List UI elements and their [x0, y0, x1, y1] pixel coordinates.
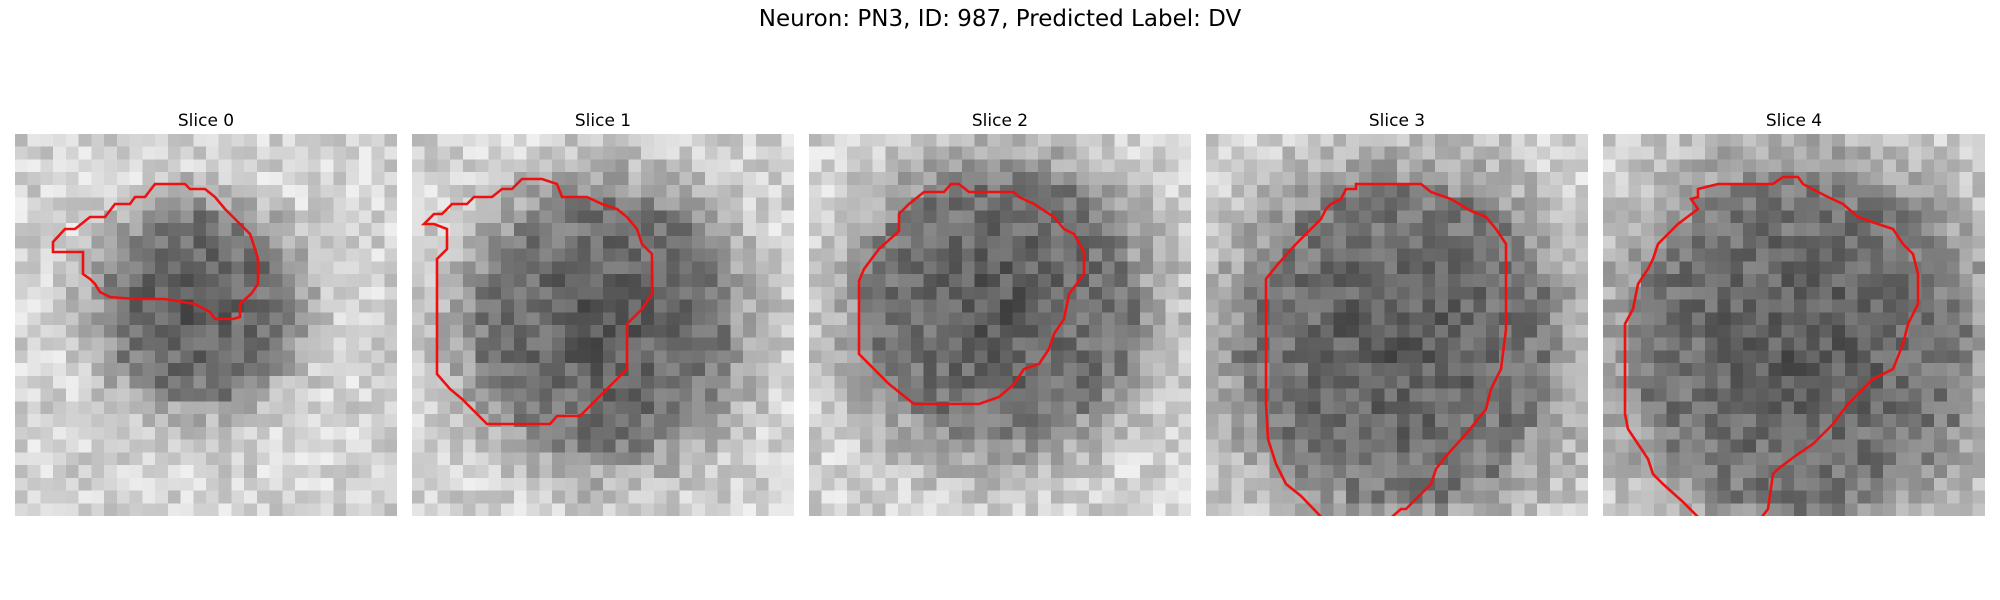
- slice-3-contour-layer: [1264, 182, 1508, 516]
- slice-panel-0: Slice 0: [15, 108, 397, 516]
- slice-title-1: Slice 1: [574, 111, 632, 131]
- slice-image-1: [412, 134, 794, 516]
- slice-4-contour-layer: [1623, 175, 1920, 516]
- slice-3-raster: [1206, 134, 1588, 516]
- slice-panel-3: Slice 3: [1206, 108, 1588, 516]
- slice-0-contour-layer: [51, 182, 260, 321]
- slice-title-3: Slice 3: [1368, 111, 1426, 131]
- slice-image-4: [1603, 134, 1985, 516]
- slice-2-raster: [809, 134, 1191, 516]
- slice-panel-1: Slice 1: [412, 108, 794, 516]
- slice-1-contour-layer: [420, 177, 654, 426]
- slice-title-0: Slice 0: [177, 111, 235, 131]
- slice-title-4: Slice 4: [1765, 111, 1823, 131]
- slice-image-2: [809, 134, 1191, 516]
- slice-image-3: [1206, 134, 1588, 516]
- slice-panel-4: Slice 4: [1603, 108, 1985, 516]
- segmentation-contour-4: [1623, 175, 1920, 516]
- slice-4-raster: [1603, 134, 1985, 516]
- segmentation-contour-1: [420, 177, 654, 426]
- slice-image-0: [15, 134, 397, 516]
- segmentation-contour-3: [1264, 182, 1508, 516]
- slice-title-2: Slice 2: [971, 111, 1029, 131]
- figure-title: Neuron: PN3, ID: 987, Predicted Label: D…: [758, 6, 1242, 32]
- slice-2-contour-layer: [857, 182, 1086, 406]
- slice-0-raster: [15, 134, 397, 516]
- segmentation-contour-2: [857, 182, 1086, 406]
- segmentation-contour-0: [51, 182, 260, 321]
- slice-panel-2: Slice 2: [809, 108, 1191, 516]
